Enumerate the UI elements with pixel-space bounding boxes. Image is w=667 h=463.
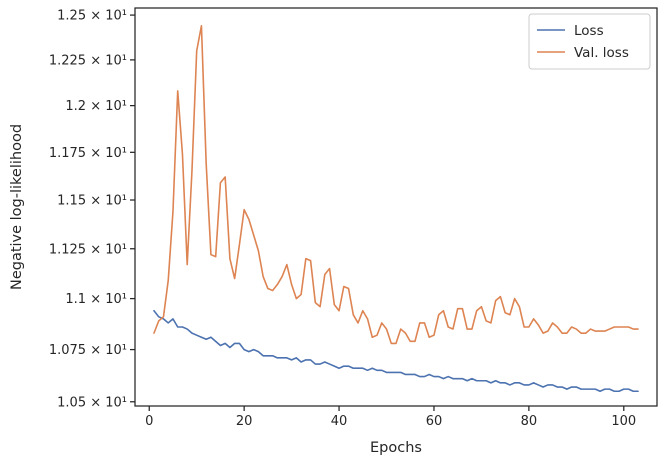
x-tick-label: 0 <box>145 414 153 429</box>
y-axis-ticks: 1.05 × 10¹ 1.075 × 10¹ 1.1 × 10¹ 1.125 × 10… <box>49 9 135 410</box>
y-axis-label: Negative log-likelihood <box>9 124 25 290</box>
plot-area <box>135 8 657 406</box>
y-tick-label: 1.25 × 10¹ <box>57 9 127 24</box>
legend-label-loss: Loss <box>574 23 604 39</box>
x-axis-ticks: 0 20 40 60 80 100 <box>145 406 636 429</box>
series-line-loss <box>153 309 639 393</box>
y-tick-label: 1.1 × 10¹ <box>65 292 127 307</box>
y-tick-label: 1.05 × 10¹ <box>57 395 127 410</box>
plot-frame <box>134 7 658 407</box>
y-tick-label: 1.075 × 10¹ <box>49 343 127 358</box>
x-tick-label: 60 <box>426 414 443 429</box>
legend: Loss Val. loss <box>528 13 651 70</box>
x-tick-label: 40 <box>331 414 348 429</box>
series-layer <box>153 24 639 393</box>
legend-box <box>528 13 651 70</box>
series-line-val-loss <box>153 24 639 345</box>
y-tick-label: 1.2 × 10¹ <box>65 99 127 114</box>
y-tick-label: 1.225 × 10¹ <box>49 53 127 68</box>
x-axis-label: Epochs <box>370 440 422 456</box>
x-tick-label: 100 <box>611 414 636 429</box>
legend-label-val-loss: Val. loss <box>574 45 629 61</box>
y-tick-label: 1.175 × 10¹ <box>49 146 127 161</box>
x-tick-label: 20 <box>236 414 253 429</box>
y-tick-label: 1.15 × 10¹ <box>57 194 127 209</box>
y-tick-label: 1.125 × 10¹ <box>49 242 127 257</box>
x-tick-label: 80 <box>521 414 538 429</box>
